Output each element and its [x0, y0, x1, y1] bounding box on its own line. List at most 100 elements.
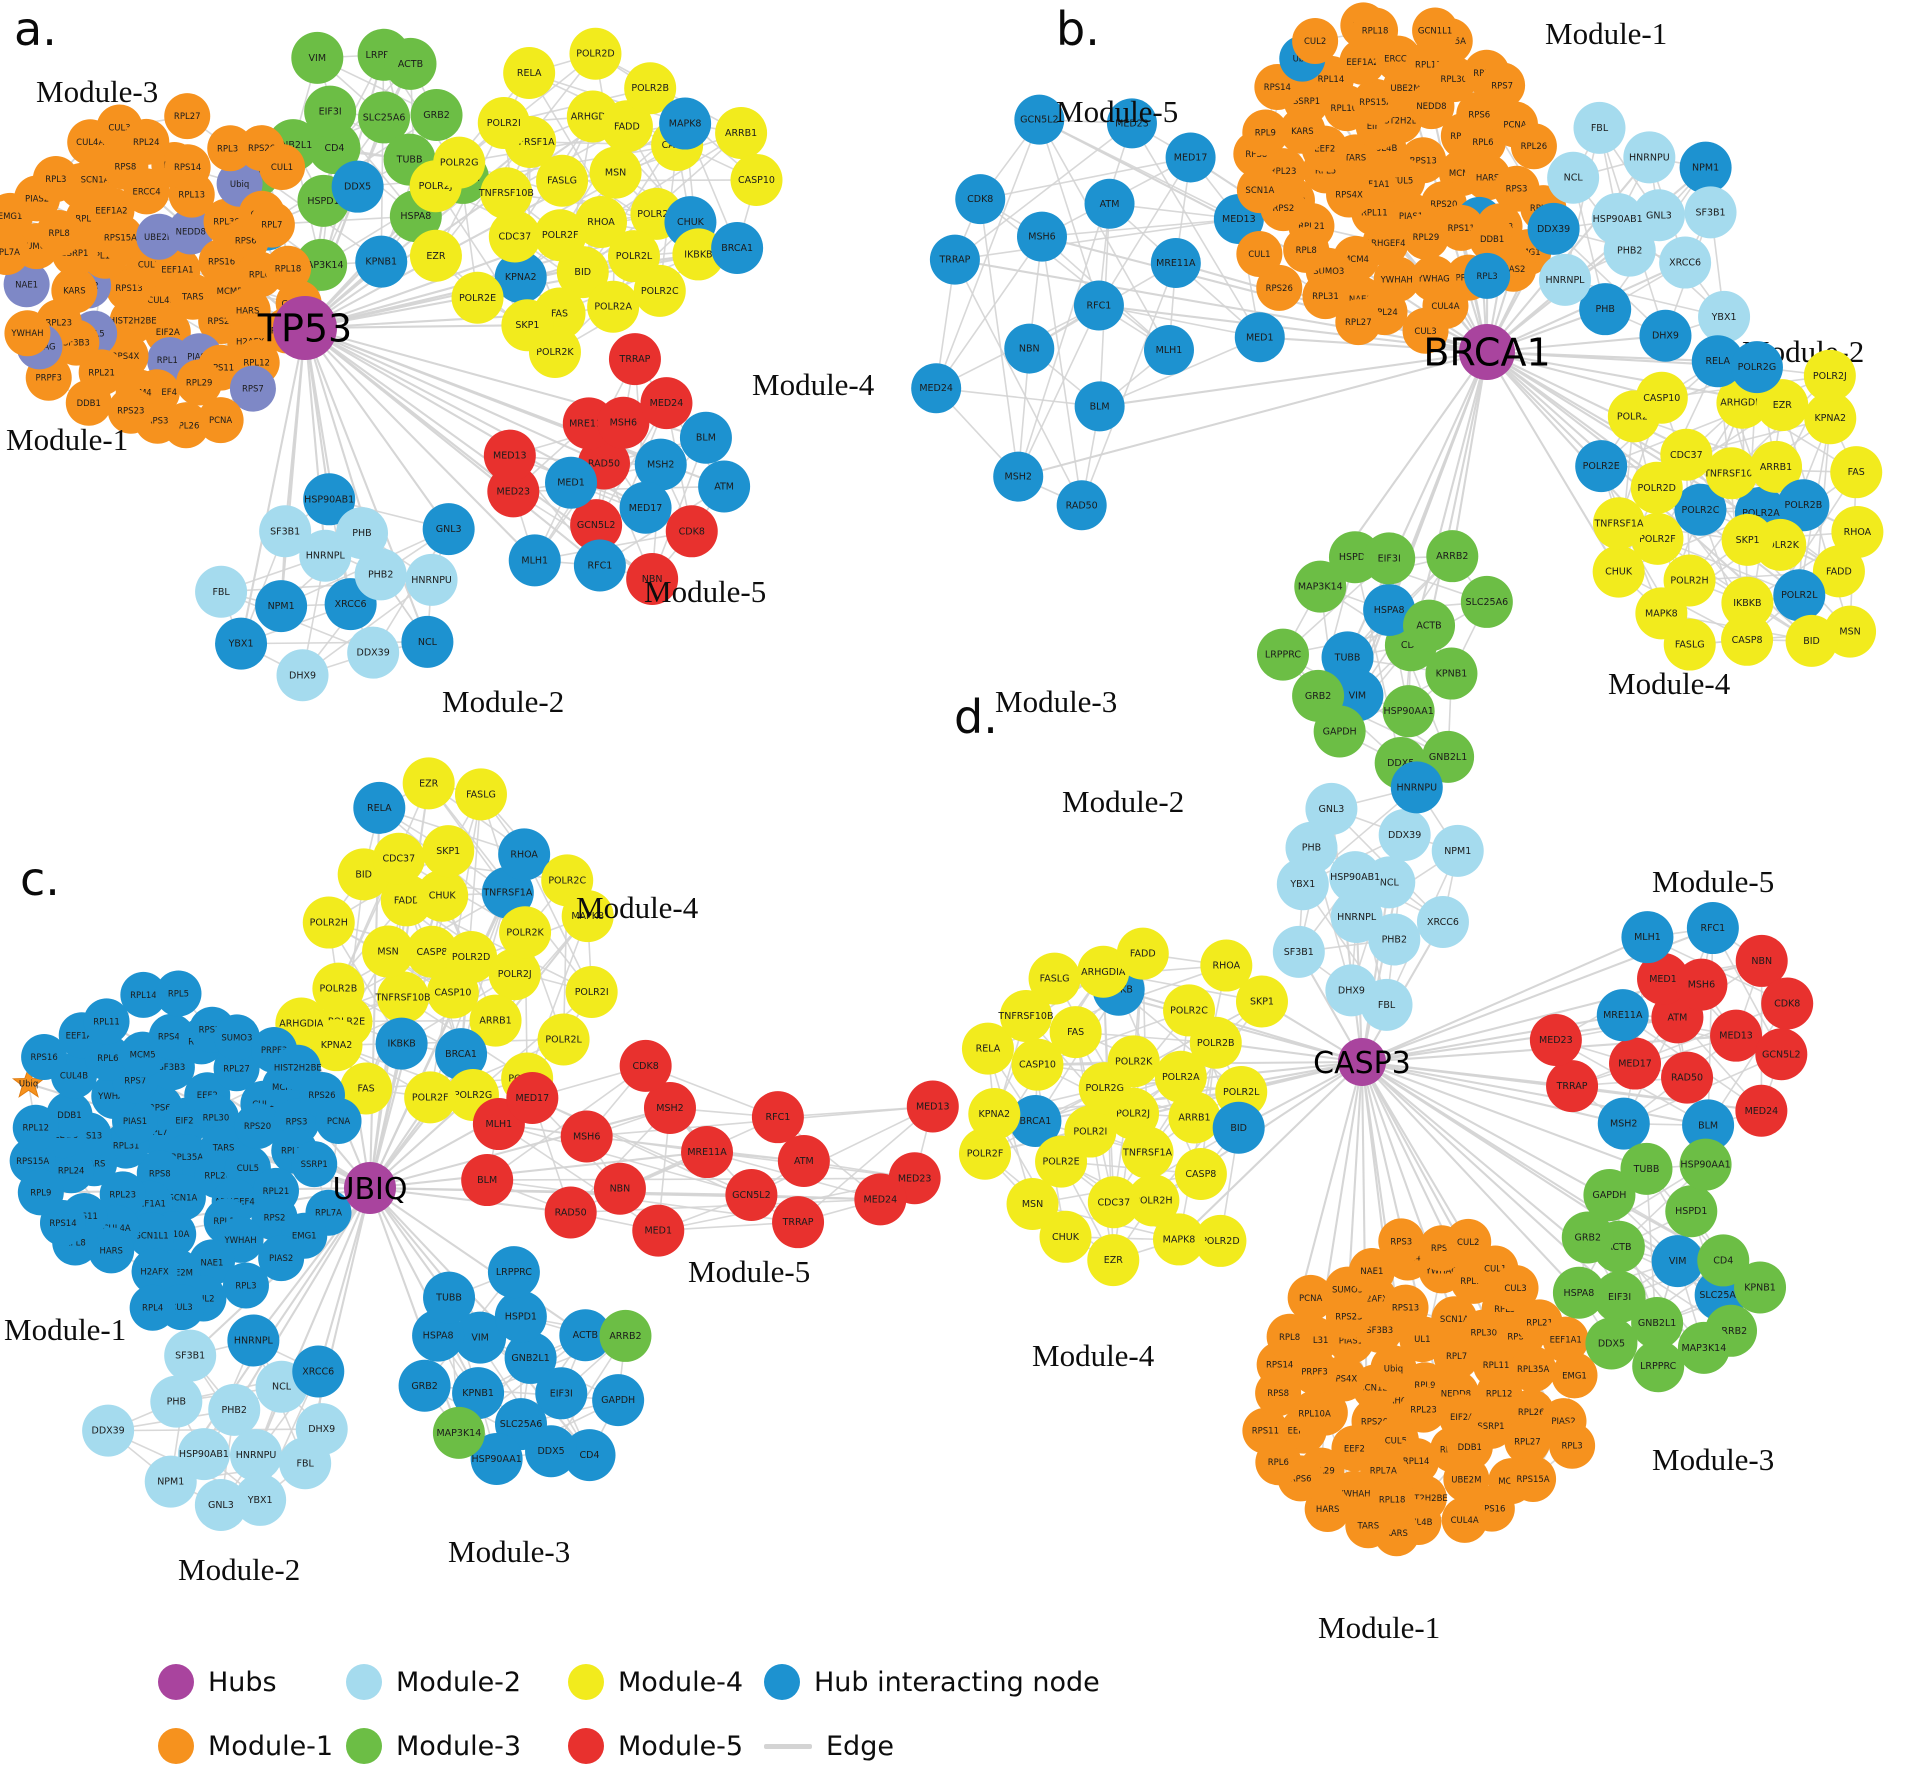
node-RPL4 — [129, 1284, 176, 1331]
node-label-RPS4X: RPS4X — [158, 1033, 186, 1043]
node-EEF1A1 — [1542, 1316, 1589, 1363]
node-ACTB — [384, 37, 437, 90]
node-label-SF3B1: SF3B1 — [175, 1351, 205, 1362]
node-ARRB2 — [599, 1309, 652, 1362]
node-IKBKB — [375, 1017, 428, 1070]
node-label-DDB1: DDB1 — [1458, 1443, 1482, 1453]
hub-edge — [1451, 351, 1489, 557]
node-GCN5L2 — [1014, 94, 1065, 145]
node-label-POLR2E: POLR2E — [459, 293, 496, 304]
legend-label: Hub interacting node — [814, 1666, 1100, 1698]
node-CASP8 — [406, 925, 459, 978]
node-label-RPS13: RPS13 — [75, 1131, 102, 1141]
node-label-DDX5: DDX5 — [1387, 758, 1414, 769]
module-label-a-m1: Module-1 — [6, 422, 128, 457]
node-SLC25A6 — [1460, 575, 1513, 628]
node-label-EIF3I: EIF3I — [1608, 1292, 1631, 1303]
node-label-PHB: PHB — [1595, 304, 1614, 315]
node-label-PCNA: PCNA — [1503, 120, 1526, 130]
node-label-HSPA8: HSPA8 — [1374, 605, 1405, 616]
node-label-POLR2C: POLR2C — [1170, 1005, 1208, 1016]
node-MAP3K14 — [1294, 560, 1347, 613]
node-MAP3K14 — [432, 1406, 485, 1459]
node-label-MED1: MED1 — [644, 1226, 672, 1237]
node-YBX1 — [234, 1473, 287, 1526]
node-label-KPNA2: KPNA2 — [505, 272, 537, 283]
legend-label: Module-5 — [618, 1730, 744, 1762]
node-label-RPL27: RPL27 — [174, 112, 201, 122]
node-POLR2E — [1035, 1135, 1088, 1188]
node-label-EMG1: EMG1 — [0, 212, 22, 222]
node-label-POLR2H: POLR2H — [310, 918, 348, 929]
node-label-CUL2: CUL2 — [1457, 1238, 1479, 1248]
node-RPL27 — [164, 93, 211, 140]
hub-edge — [284, 327, 307, 532]
node-PCNA — [197, 397, 244, 444]
hub-edge — [1486, 334, 1666, 354]
legend-item-module5: Module-5 — [568, 1728, 764, 1764]
edge — [458, 53, 596, 164]
node-DDX39 — [347, 626, 400, 679]
node-label-MSN: MSN — [1022, 1199, 1043, 1210]
node-label-RPS20: RPS20 — [208, 317, 235, 327]
node-label-DHX9: DHX9 — [289, 670, 316, 681]
node-LRPPRC — [1256, 628, 1309, 681]
node-layer: NCL DDX39 NPM1 XRCC6 PHB2 HNRNPL HSP90AB1 FBL DH… — [959, 761, 1814, 1645]
node-label-MRE11A: MRE11A — [569, 418, 609, 429]
node-GNB2L1 — [1631, 1297, 1684, 1350]
node-label-EIF3I: EIF3I — [319, 107, 342, 118]
node-RPL3 — [1549, 1422, 1596, 1469]
node-label-RPL21: RPL21 — [88, 368, 115, 378]
hub-edge — [954, 258, 1488, 354]
node-POLR2B — [624, 62, 677, 115]
node-label-GNB2L1: GNB2L1 — [511, 1353, 549, 1364]
node-label-YBX1: YBX1 — [228, 639, 254, 650]
node-label-CD4: CD4 — [1713, 1255, 1733, 1266]
node-label-MAP3K14: MAP3K14 — [1681, 1343, 1726, 1354]
node-label-MED23: MED23 — [1115, 118, 1149, 129]
node-YWHAH — [4, 310, 51, 357]
node-CDK8 — [1761, 977, 1814, 1030]
node-label-SUMO3: SUMO3 — [21, 242, 52, 252]
node-label-GRB2: GRB2 — [1575, 1232, 1602, 1243]
module-label-c-m3: Module-3 — [448, 1534, 570, 1569]
node-MED24 — [911, 363, 962, 414]
node-RFC1 — [751, 1091, 804, 1144]
node-label-HNRNPL: HNRNPL — [1545, 275, 1585, 286]
node-label-CUL4B: CUL4B — [60, 1072, 88, 1082]
node-label-POLR2K: POLR2K — [536, 347, 574, 358]
node-LRPPRC — [487, 1246, 540, 1299]
node-label-RPL5: RPL5 — [168, 990, 189, 1000]
node-label-TARS: TARS — [1356, 1521, 1379, 1531]
node-label-RPL11: RPL11 — [93, 1017, 120, 1027]
node-label-HNRNPU: HNRNPU — [236, 1450, 277, 1461]
node-label-POLR2G: POLR2G — [1738, 362, 1777, 373]
node-label-RPL3: RPL3 — [1562, 1442, 1583, 1452]
node-label-IKBKB: IKBKB — [387, 1039, 415, 1050]
node-HARS — [1304, 1486, 1351, 1533]
node-label-YWHAH: YWHAH — [10, 329, 43, 339]
node-label-RPS7: RPS7 — [124, 1076, 146, 1086]
node-NPM1 — [1679, 141, 1732, 194]
node-MED17 — [506, 1071, 559, 1124]
node-label-BID: BID — [574, 267, 591, 278]
node-label-YWHAH: YWHAH — [223, 1236, 256, 1246]
node-XRCC6 — [1659, 236, 1712, 289]
node-SF3B1 — [164, 1329, 217, 1382]
node-label-CDK8: CDK8 — [967, 194, 993, 205]
node-RPS16 — [21, 1033, 68, 1080]
node-MRE11A — [1150, 238, 1201, 289]
node-label-RAD50: RAD50 — [1066, 500, 1098, 511]
node-label-MED24: MED24 — [1745, 1106, 1779, 1117]
node-RPL18 — [1352, 7, 1399, 54]
node-label-H2AFX: H2AFX — [1360, 1294, 1389, 1304]
node-label-EEF1A1: EEF1A1 — [161, 265, 193, 275]
node-label-TNFRSF10B: TNFRSF10B — [997, 1011, 1053, 1022]
node-label-SKP1: SKP1 — [515, 320, 539, 331]
node-label-MLH1: MLH1 — [521, 555, 548, 566]
node-label-RPL12: RPL12 — [1486, 1389, 1513, 1399]
node-label-SSRP1: SSRP1 — [301, 1160, 328, 1170]
module-label-c-m5: Module-5 — [688, 1254, 810, 1289]
node-label-POLR2D: POLR2D — [1201, 1236, 1239, 1247]
